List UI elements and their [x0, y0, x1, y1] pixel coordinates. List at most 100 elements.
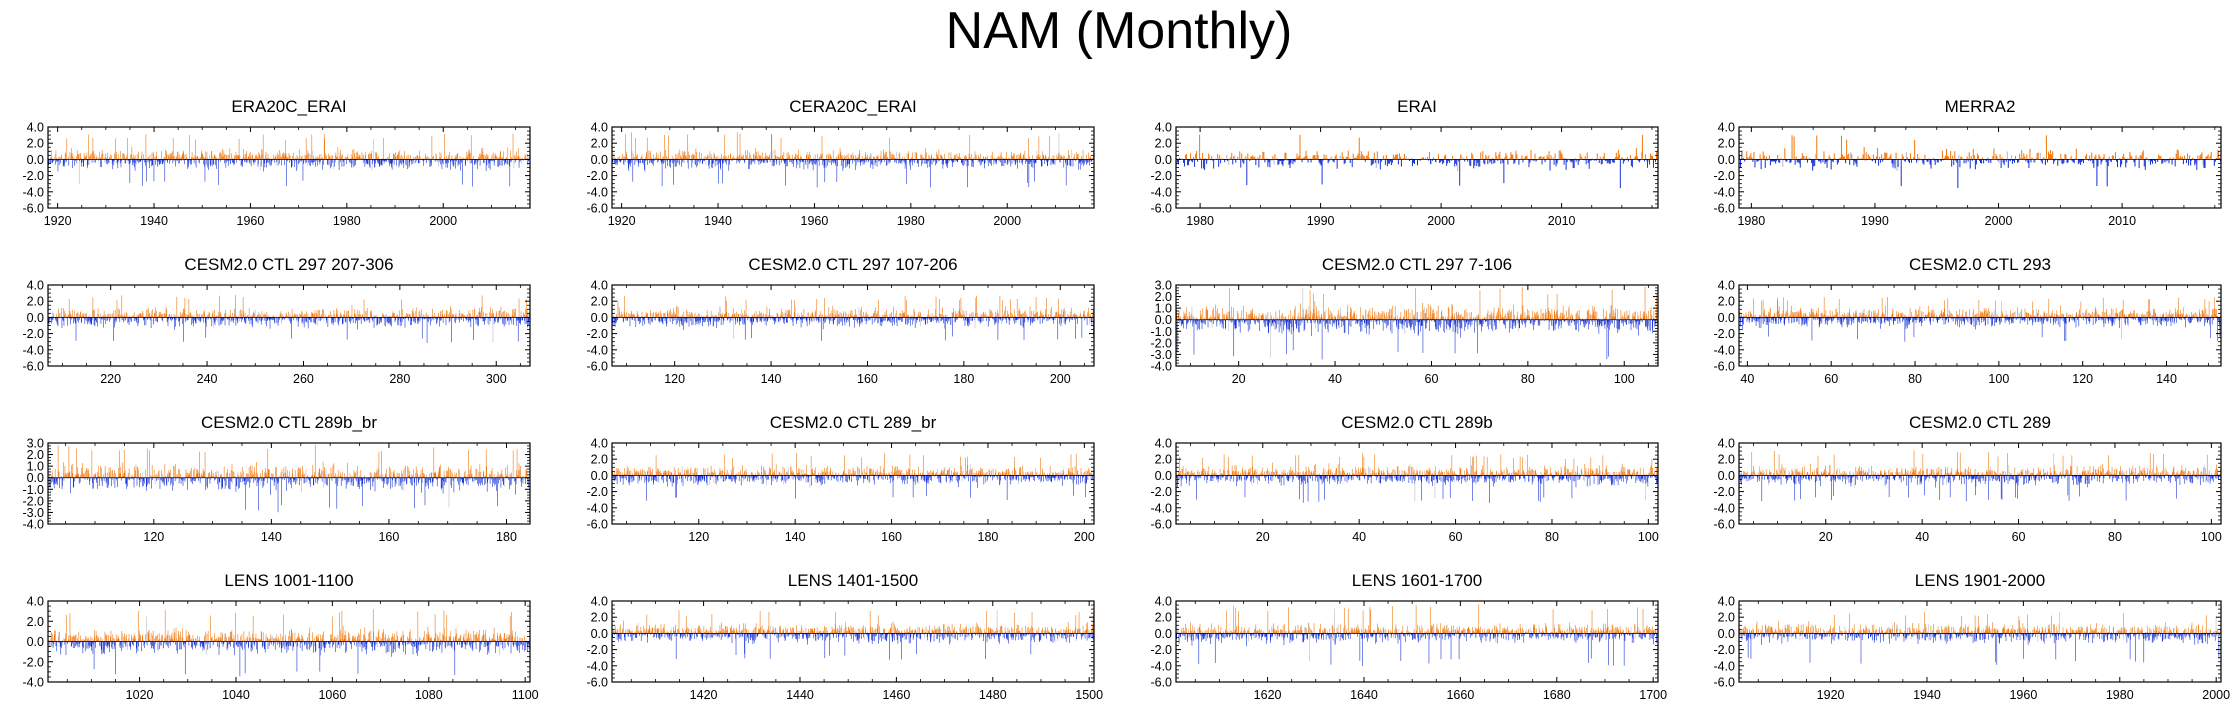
- bar: [2028, 159, 2029, 168]
- bar: [918, 159, 919, 167]
- bar: [318, 310, 319, 318]
- bar: [1417, 159, 1418, 165]
- bar: [1084, 159, 1085, 162]
- bar: [332, 159, 333, 163]
- bar: [774, 159, 775, 165]
- bar: [518, 156, 519, 159]
- bar: [57, 317, 58, 324]
- bar: [146, 159, 147, 181]
- bar: [767, 159, 768, 162]
- bar: [927, 159, 928, 167]
- bar: [1631, 159, 1632, 166]
- bar: [347, 317, 348, 339]
- bar: [1364, 156, 1365, 159]
- bar: [262, 317, 263, 320]
- bar: [1400, 157, 1401, 160]
- bar: [236, 155, 237, 159]
- bar: [2045, 159, 2046, 165]
- bar: [1192, 159, 1193, 162]
- bar: [307, 155, 308, 160]
- bar: [2094, 156, 2095, 159]
- bar: [1001, 152, 1002, 159]
- bar: [154, 313, 155, 318]
- bar: [492, 154, 493, 159]
- bar: [410, 156, 411, 160]
- bar: [1213, 159, 1214, 168]
- bar: [2159, 156, 2160, 160]
- bar: [1769, 155, 1770, 159]
- bar: [514, 159, 515, 163]
- bar: [338, 317, 339, 325]
- bar: [179, 317, 180, 326]
- bar: [500, 151, 501, 160]
- bar: [1824, 159, 1825, 164]
- bar: [146, 134, 147, 159]
- bar: [236, 159, 237, 162]
- bar: [170, 155, 171, 159]
- bar: [1742, 150, 1743, 159]
- bar: [2134, 159, 2135, 166]
- bar: [383, 138, 384, 159]
- bar: [1834, 153, 1835, 159]
- bar: [1203, 159, 1204, 168]
- bar: [120, 151, 121, 159]
- bar: [1534, 154, 1535, 160]
- bar: [260, 159, 261, 170]
- chart-panel: CERA20C_ERAI4.02.00.0-2.0-4.0-6.01920 194…: [586, 97, 1094, 228]
- bar: [1525, 156, 1526, 159]
- bar: [614, 153, 615, 159]
- bar: [1263, 152, 1264, 160]
- bar: [63, 308, 64, 317]
- bar: [871, 154, 872, 160]
- bar: [1763, 152, 1764, 160]
- bar: [756, 152, 757, 160]
- bar: [889, 159, 890, 164]
- bar: [348, 154, 349, 159]
- bar: [476, 159, 477, 164]
- bar: [1764, 155, 1765, 159]
- bar: [1499, 152, 1500, 160]
- bar: [382, 159, 383, 165]
- bar: [239, 139, 240, 159]
- bar: [346, 317, 347, 322]
- bar: [1480, 152, 1481, 159]
- bar: [887, 159, 888, 165]
- bar: [168, 317, 169, 325]
- bar: [1285, 153, 1286, 160]
- bar: [1220, 159, 1221, 163]
- bar: [396, 159, 397, 165]
- bar: [1807, 159, 1808, 162]
- bar: [2042, 159, 2043, 163]
- bar: [1262, 152, 1263, 160]
- bar: [954, 155, 955, 160]
- bar: [102, 150, 103, 159]
- bar: [235, 295, 236, 317]
- bar: [99, 152, 100, 160]
- bar: [846, 159, 847, 166]
- bar: [1863, 155, 1864, 160]
- bar: [328, 159, 329, 164]
- bar: [2091, 153, 2092, 160]
- bar: [171, 314, 172, 317]
- bar: [107, 317, 108, 320]
- bar: [2140, 155, 2141, 159]
- bar: [173, 156, 174, 159]
- bar: [1493, 159, 1494, 163]
- bar: [1914, 140, 1915, 159]
- y-tick-label: -4.0: [22, 185, 44, 199]
- bar: [1975, 159, 1976, 169]
- bar: [2142, 152, 2143, 159]
- bar: [831, 156, 832, 159]
- bar: [201, 314, 202, 317]
- bar: [1337, 159, 1338, 168]
- bar: [1252, 155, 1253, 159]
- bar: [737, 132, 738, 159]
- panel-title: MERRA2: [1945, 97, 2016, 116]
- bar: [66, 138, 67, 159]
- bar: [819, 159, 820, 165]
- bar: [356, 152, 357, 159]
- bar: [525, 155, 526, 159]
- bar: [470, 159, 471, 163]
- bar: [143, 154, 144, 159]
- bar: [1021, 153, 1022, 160]
